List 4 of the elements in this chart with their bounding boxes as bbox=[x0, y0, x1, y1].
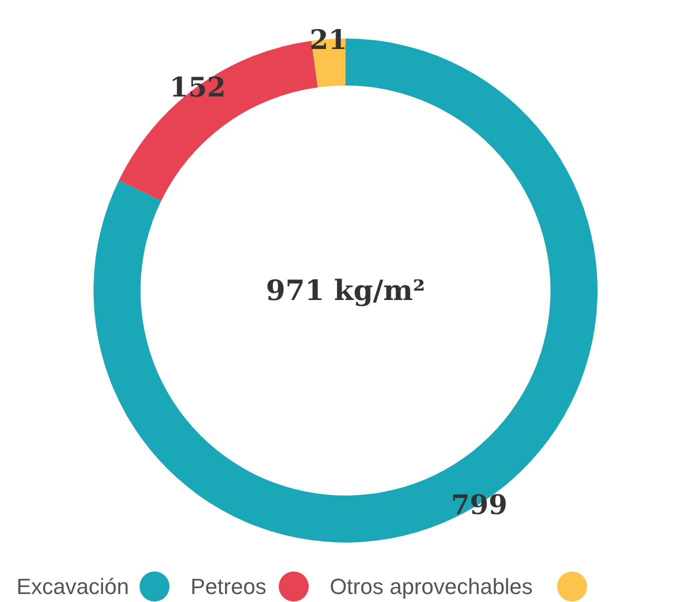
legend-label: Excavación bbox=[16, 574, 130, 599]
text: 971 kg/m² bbox=[266, 274, 426, 307]
legend-label: Petreos bbox=[190, 574, 266, 599]
legend-label: Otros aprovechables bbox=[330, 574, 533, 599]
